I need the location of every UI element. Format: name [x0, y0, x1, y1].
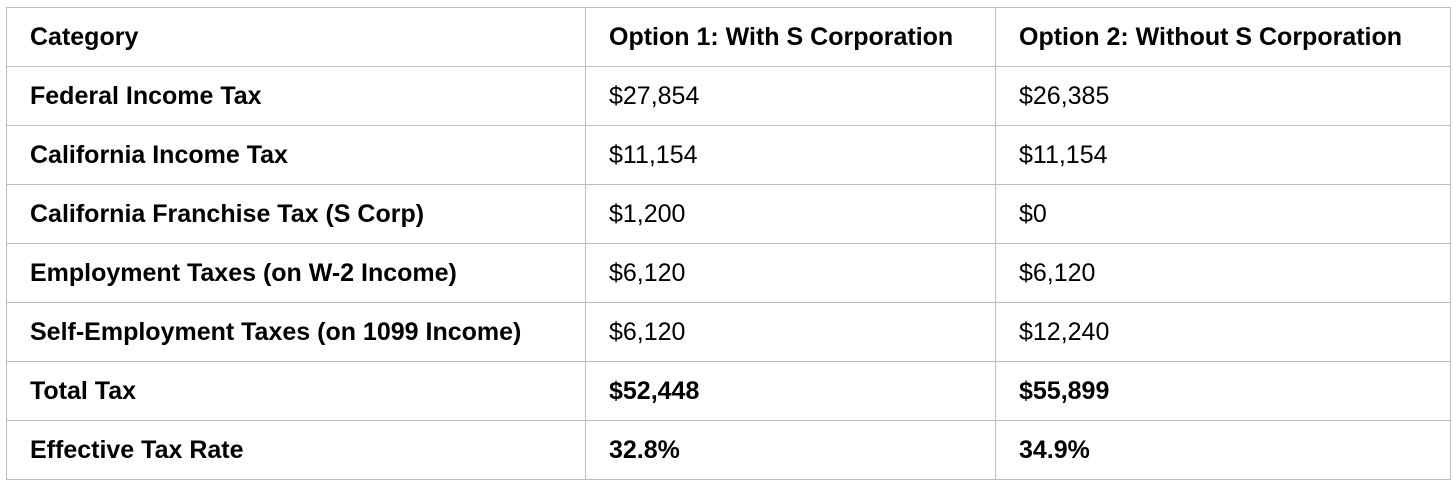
row-category: Self-Employment Taxes (on 1099 Income): [6, 302, 586, 362]
row-option-1-value: $11,154: [585, 125, 996, 185]
effective-tax-rate-row: Effective Tax Rate 32.8% 34.9%: [6, 420, 1451, 480]
tax-comparison-table: Category Option 1: With S Corporation Op…: [6, 7, 1451, 480]
header-option-1: Option 1: With S Corporation: [585, 7, 996, 67]
row-option-1-value: $1,200: [585, 184, 996, 244]
row-category: Federal Income Tax: [6, 66, 586, 126]
row-option-2-value: $6,120: [995, 243, 1451, 303]
row-category: California Income Tax: [6, 125, 586, 185]
row-option-2-value: 34.9%: [995, 420, 1451, 480]
header-option-2: Option 2: Without S Corporation: [995, 7, 1451, 67]
tax-comparison-table-container: Category Option 1: With S Corporation Op…: [6, 7, 1451, 480]
table-row: Employment Taxes (on W-2 Income) $6,120 …: [6, 243, 1451, 303]
row-option-2-value: $12,240: [995, 302, 1451, 362]
row-category: Total Tax: [6, 361, 586, 421]
table-row: Federal Income Tax $27,854 $26,385: [6, 66, 1451, 126]
row-category: Employment Taxes (on W-2 Income): [6, 243, 586, 303]
row-option-2-value: $11,154: [995, 125, 1451, 185]
row-option-1-value: $6,120: [585, 302, 996, 362]
row-option-2-value: $55,899: [995, 361, 1451, 421]
row-option-2-value: $26,385: [995, 66, 1451, 126]
row-option-1-value: $27,854: [585, 66, 996, 126]
table-row: California Franchise Tax (S Corp) $1,200…: [6, 184, 1451, 244]
row-option-1-value: $52,448: [585, 361, 996, 421]
row-category: Effective Tax Rate: [6, 420, 586, 480]
row-option-1-value: $6,120: [585, 243, 996, 303]
row-option-1-value: 32.8%: [585, 420, 996, 480]
row-option-2-value: $0: [995, 184, 1451, 244]
row-category: California Franchise Tax (S Corp): [6, 184, 586, 244]
header-category: Category: [6, 7, 586, 67]
total-tax-row: Total Tax $52,448 $55,899: [6, 361, 1451, 421]
table-row: California Income Tax $11,154 $11,154: [6, 125, 1451, 185]
header-row: Category Option 1: With S Corporation Op…: [6, 7, 1451, 67]
table-row: Self-Employment Taxes (on 1099 Income) $…: [6, 302, 1451, 362]
